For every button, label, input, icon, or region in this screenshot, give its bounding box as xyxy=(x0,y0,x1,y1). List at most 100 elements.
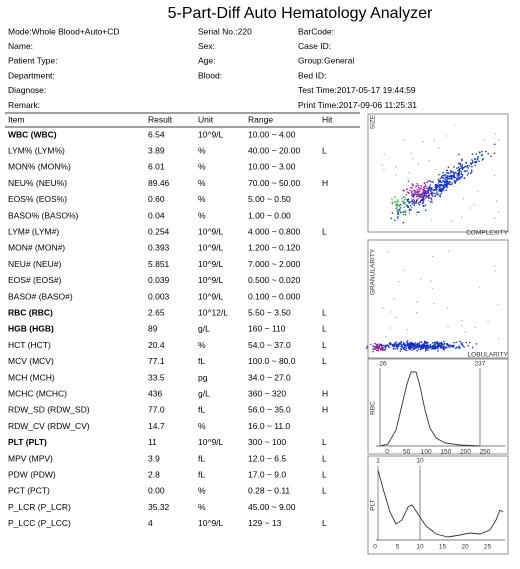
dot xyxy=(405,205,408,208)
cell: 0.003 xyxy=(148,291,170,301)
dot xyxy=(408,347,410,350)
dot xyxy=(396,203,398,205)
dot xyxy=(443,180,446,183)
dot xyxy=(415,312,418,314)
dot xyxy=(411,183,414,185)
dot xyxy=(461,164,463,167)
cell: PCT (PCT) xyxy=(8,486,50,496)
cell: fL xyxy=(198,453,205,463)
dot xyxy=(392,347,395,350)
dot xyxy=(431,188,433,191)
cell: 77.0 xyxy=(148,405,165,415)
cell: 33.5 xyxy=(148,372,165,382)
cell: 20.4 xyxy=(148,340,165,350)
dot xyxy=(425,345,428,348)
dot xyxy=(374,342,376,345)
dot xyxy=(391,202,394,205)
dot xyxy=(415,195,418,198)
dot xyxy=(412,201,415,204)
dot xyxy=(412,347,415,349)
dot xyxy=(442,171,444,174)
cell: P_LCC (P_LCC) xyxy=(8,518,71,528)
dot xyxy=(450,183,453,186)
dot xyxy=(372,350,374,353)
dot xyxy=(414,346,417,348)
dot xyxy=(430,280,432,282)
dot xyxy=(449,174,451,176)
cell: % xyxy=(198,340,206,350)
dot xyxy=(437,193,439,195)
dot xyxy=(440,181,443,184)
dot xyxy=(381,307,384,309)
cell: L xyxy=(322,453,327,463)
cell: BASO# (BASO#) xyxy=(8,291,73,301)
dot xyxy=(379,349,382,351)
dot xyxy=(467,167,470,169)
dot xyxy=(471,346,474,349)
dot xyxy=(455,347,457,350)
dot xyxy=(446,135,448,137)
dot xyxy=(396,205,398,207)
dot xyxy=(410,201,412,203)
cell: 5.50 ~ 3.50 xyxy=(248,307,291,317)
cell: RDW_SD (RDW_SD) xyxy=(8,405,90,415)
cell: 0.04 xyxy=(148,210,165,220)
dot xyxy=(466,174,469,176)
dot xyxy=(431,287,434,289)
dot xyxy=(456,169,459,172)
dot xyxy=(424,204,427,206)
dot xyxy=(494,265,496,267)
cell: MON# (MON#) xyxy=(8,243,65,253)
cell: P_LCR (P_LCR) xyxy=(8,502,71,512)
dot xyxy=(431,191,434,194)
dot xyxy=(466,169,468,172)
cell: 17.0 ~ 9.0 xyxy=(248,469,286,479)
dot xyxy=(424,197,427,199)
dot xyxy=(393,298,395,300)
dot xyxy=(405,345,408,347)
cell: 14.7 xyxy=(148,421,165,431)
dot xyxy=(400,211,402,214)
dot xyxy=(446,343,448,346)
dot xyxy=(402,213,404,216)
dot xyxy=(468,341,471,344)
dot xyxy=(458,171,460,174)
dot xyxy=(422,198,424,201)
dot xyxy=(410,190,413,193)
dot xyxy=(400,345,403,348)
dot xyxy=(399,210,401,212)
dot xyxy=(410,198,412,200)
dot xyxy=(460,343,463,345)
dot xyxy=(461,325,463,327)
dot xyxy=(453,166,455,168)
dot xyxy=(435,346,438,348)
column-header: Hit xyxy=(322,114,333,124)
dot xyxy=(423,191,426,194)
dot xyxy=(399,350,402,352)
dot xyxy=(425,192,427,195)
cell: 45.00 ~ 9.00 xyxy=(248,502,296,512)
dot xyxy=(431,195,434,197)
dot xyxy=(498,338,500,340)
dot xyxy=(376,346,379,348)
dot xyxy=(448,175,450,178)
cell: % xyxy=(198,178,206,188)
dot xyxy=(453,179,456,182)
dot xyxy=(427,346,430,349)
axis-label: GRANULARITY xyxy=(370,248,377,295)
info-field: Print Time:2017-09-06 11:25:31 xyxy=(298,100,417,110)
histogram-curve xyxy=(377,469,504,538)
dot xyxy=(435,343,437,345)
dot xyxy=(402,348,405,350)
dot xyxy=(401,346,403,349)
dot xyxy=(419,348,422,351)
dot xyxy=(459,165,462,168)
dot xyxy=(412,196,415,198)
info-field: Diagnose: xyxy=(8,85,46,95)
cell: pg xyxy=(198,372,208,382)
dot xyxy=(437,183,439,185)
dot xyxy=(418,342,420,345)
dot xyxy=(456,178,458,181)
dot xyxy=(389,327,391,329)
dot xyxy=(406,341,408,343)
